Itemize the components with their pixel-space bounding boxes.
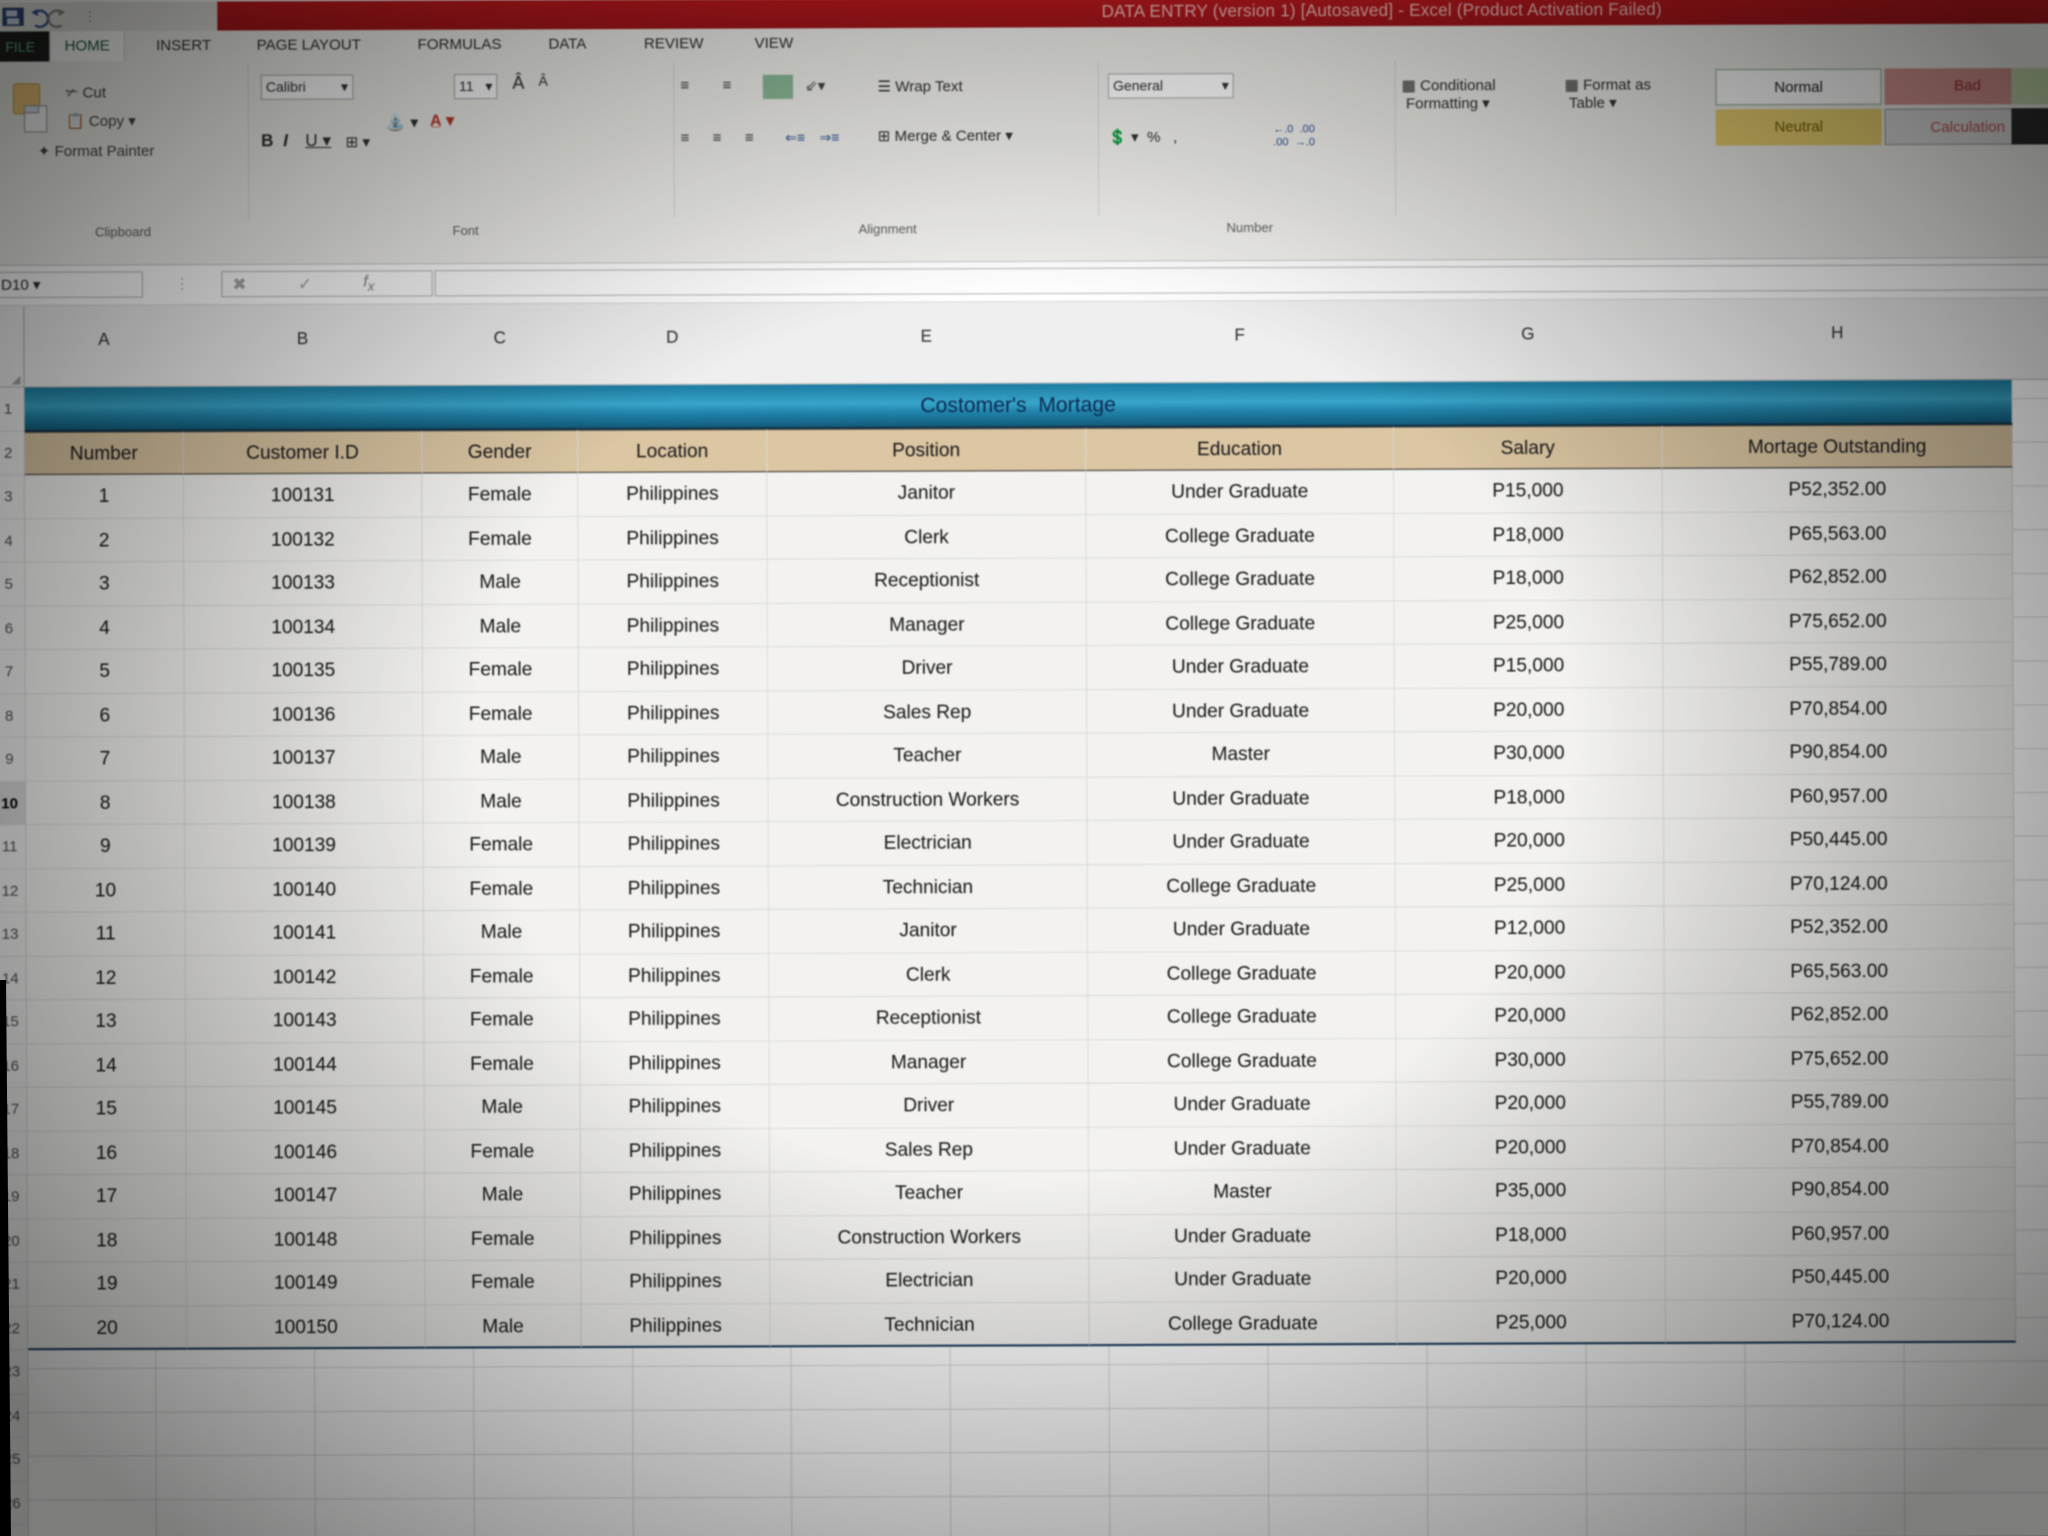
svg-text:⋮: ⋮ <box>83 9 96 24</box>
